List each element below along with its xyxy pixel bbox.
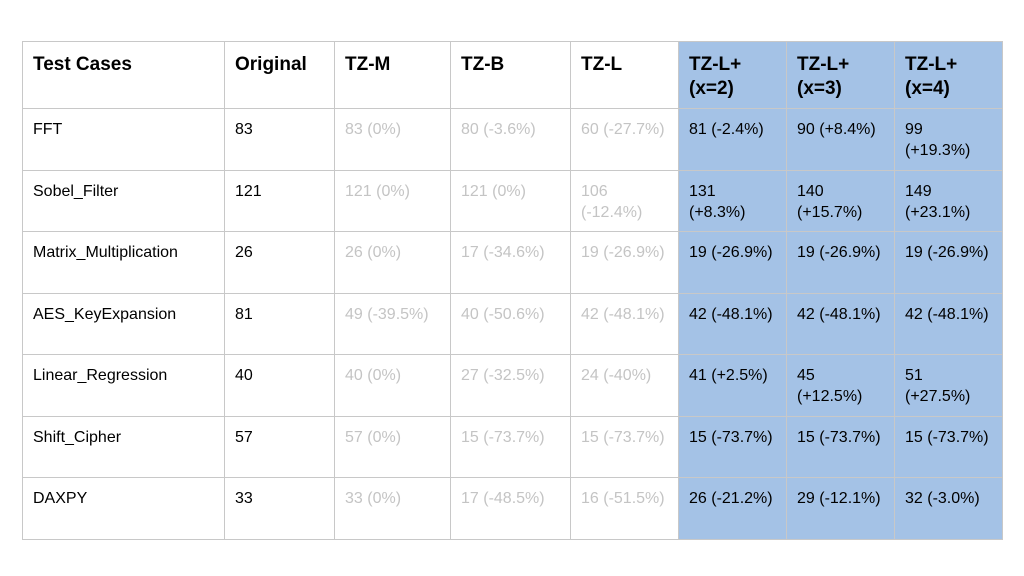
cell-tz-b: 15 (-73.7%) (450, 415, 571, 478)
header-test-cases: Test Cases (22, 41, 225, 109)
header-tz-m: TZ-M (334, 41, 451, 109)
cell-original: 83 (224, 108, 335, 171)
cell-tz-l-plus-x3: 45 (+12.5%) (786, 354, 895, 417)
table-row: FFT 83 83 (0%) 80 (-3.6%) 60 (-27.7%) 81… (22, 108, 1003, 171)
cell-test-case: Shift_Cipher (22, 415, 225, 478)
cell-tz-l-plus-x2: 81 (-2.4%) (678, 108, 787, 171)
cell-tz-l-plus-x3: 29 (-12.1%) (786, 477, 895, 540)
cell-original: 40 (224, 354, 335, 417)
cell-original: 81 (224, 292, 335, 355)
cell-test-case: Matrix_Multiplication (22, 231, 225, 294)
cell-tz-l: 16 (-51.5%) (570, 477, 679, 540)
cell-tz-l-plus-x2: 41 (+2.5%) (678, 354, 787, 417)
cell-tz-m: 57 (0%) (334, 415, 451, 478)
cell-tz-m: 33 (0%) (334, 477, 451, 540)
cell-tz-m: 26 (0%) (334, 231, 451, 294)
cell-tz-l-plus-x4: 19 (-26.9%) (894, 231, 1003, 294)
cell-original: 121 (224, 169, 335, 232)
table-row: DAXPY 33 33 (0%) 17 (-48.5%) 16 (-51.5%)… (22, 477, 1003, 540)
cell-tz-l: 19 (-26.9%) (570, 231, 679, 294)
cell-tz-b: 27 (-32.5%) (450, 354, 571, 417)
results-table: Test Cases Original TZ-M TZ-B TZ-L TZ-L+… (22, 41, 1003, 540)
cell-original: 57 (224, 415, 335, 478)
cell-tz-b: 17 (-48.5%) (450, 477, 571, 540)
cell-tz-l-plus-x2: 26 (-21.2%) (678, 477, 787, 540)
cell-tz-l-plus-x2: 19 (-26.9%) (678, 231, 787, 294)
cell-test-case: Sobel_Filter (22, 169, 225, 232)
cell-tz-l-plus-x3: 42 (-48.1%) (786, 292, 895, 355)
cell-tz-l: 24 (-40%) (570, 354, 679, 417)
cell-test-case: DAXPY (22, 477, 225, 540)
table-row: Sobel_Filter 121 121 (0%) 121 (0%) 106 (… (22, 169, 1003, 232)
cell-tz-l-plus-x4: 51 (+27.5%) (894, 354, 1003, 417)
header-row: Test Cases Original TZ-M TZ-B TZ-L TZ-L+… (22, 41, 1003, 109)
table-row: Matrix_Multiplication 26 26 (0%) 17 (-34… (22, 231, 1003, 294)
header-tz-l-plus-x3: TZ-L+ (x=3) (786, 41, 895, 109)
cell-tz-b: 80 (-3.6%) (450, 108, 571, 171)
cell-tz-m: 49 (-39.5%) (334, 292, 451, 355)
cell-tz-l: 15 (-73.7%) (570, 415, 679, 478)
cell-original: 26 (224, 231, 335, 294)
cell-tz-l-plus-x3: 90 (+8.4%) (786, 108, 895, 171)
table-row: Linear_Regression 40 40 (0%) 27 (-32.5%)… (22, 354, 1003, 417)
cell-tz-l-plus-x2: 131 (+8.3%) (678, 169, 787, 232)
cell-test-case: FFT (22, 108, 225, 171)
header-tz-l-plus-x4: TZ-L+ (x=4) (894, 41, 1003, 109)
cell-tz-l-plus-x4: 99 (+19.3%) (894, 108, 1003, 171)
cell-tz-l-plus-x4: 32 (-3.0%) (894, 477, 1003, 540)
cell-test-case: Linear_Regression (22, 354, 225, 417)
cell-tz-l: 42 (-48.1%) (570, 292, 679, 355)
cell-tz-m: 40 (0%) (334, 354, 451, 417)
header-tz-l-plus-x2: TZ-L+ (x=2) (678, 41, 787, 109)
cell-tz-l: 106 (-12.4%) (570, 169, 679, 232)
cell-tz-l-plus-x4: 149 (+23.1%) (894, 169, 1003, 232)
cell-tz-m: 83 (0%) (334, 108, 451, 171)
cell-tz-l-plus-x3: 15 (-73.7%) (786, 415, 895, 478)
cell-tz-m: 121 (0%) (334, 169, 451, 232)
header-original: Original (224, 41, 335, 109)
cell-tz-b: 121 (0%) (450, 169, 571, 232)
header-tz-b: TZ-B (450, 41, 571, 109)
cell-tz-b: 17 (-34.6%) (450, 231, 571, 294)
cell-tz-l: 60 (-27.7%) (570, 108, 679, 171)
cell-original: 33 (224, 477, 335, 540)
cell-tz-l-plus-x4: 42 (-48.1%) (894, 292, 1003, 355)
header-tz-l: TZ-L (570, 41, 679, 109)
cell-tz-l-plus-x2: 15 (-73.7%) (678, 415, 787, 478)
cell-tz-l-plus-x3: 140 (+15.7%) (786, 169, 895, 232)
table-row: AES_KeyExpansion 81 49 (-39.5%) 40 (-50.… (22, 292, 1003, 355)
cell-tz-l-plus-x3: 19 (-26.9%) (786, 231, 895, 294)
table-row: Shift_Cipher 57 57 (0%) 15 (-73.7%) 15 (… (22, 415, 1003, 478)
cell-tz-l-plus-x2: 42 (-48.1%) (678, 292, 787, 355)
cell-test-case: AES_KeyExpansion (22, 292, 225, 355)
cell-tz-b: 40 (-50.6%) (450, 292, 571, 355)
cell-tz-l-plus-x4: 15 (-73.7%) (894, 415, 1003, 478)
